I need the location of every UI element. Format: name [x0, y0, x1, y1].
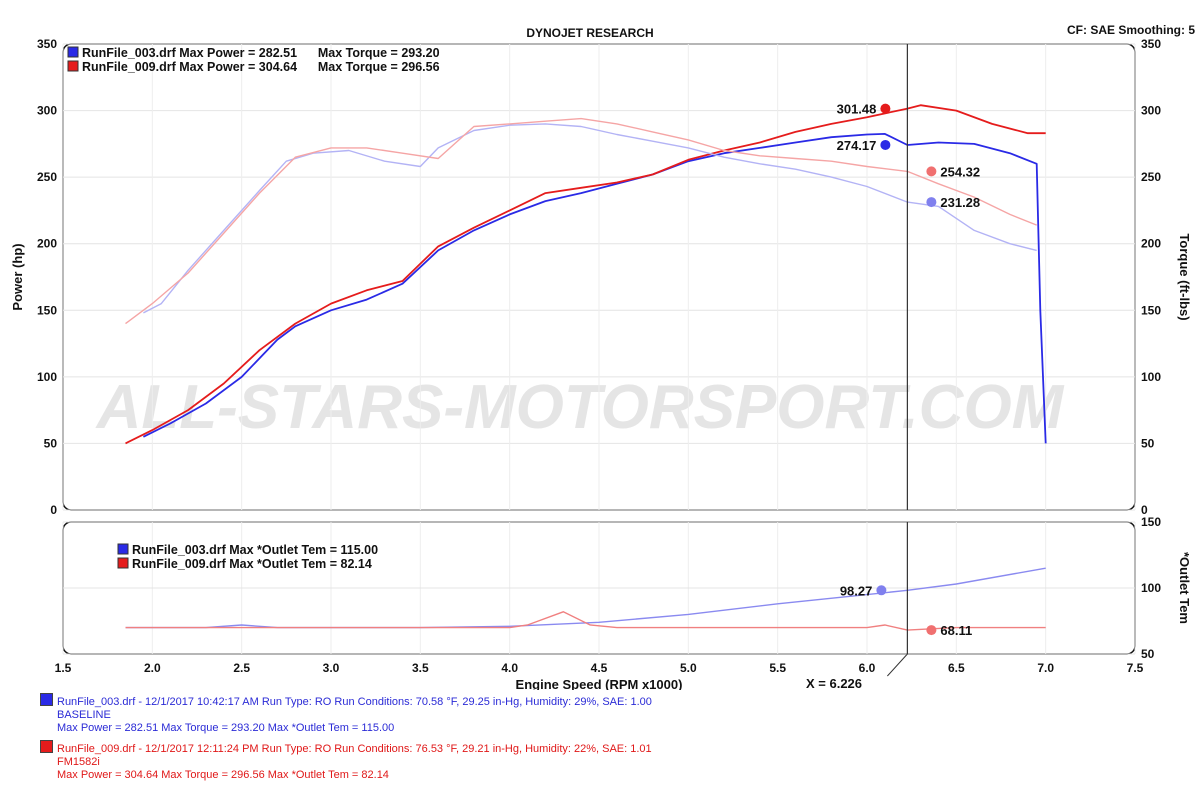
x-tick-label: 2.0 [144, 661, 161, 675]
run1-max-values: Max Power = 282.51 Max Torque = 293.20 M… [57, 722, 395, 734]
run1-swatch [40, 693, 53, 706]
x-tick-label: 4.5 [591, 661, 608, 675]
temp-legend-run2: RunFile_009.drf Max *Outlet Tem = 82.14 [132, 557, 372, 571]
x-tick-label: 6.0 [859, 661, 876, 675]
run2-conditions: RunFile_009.drf - 12/1/2017 12:11:24 PM … [57, 743, 652, 755]
series-line-3 [143, 123, 1037, 314]
x-tick-label: 5.0 [680, 661, 697, 675]
y-tick-label-power: 100 [37, 370, 57, 384]
chart-title: DYNOJET RESEARCH [526, 26, 653, 40]
y-tick-label-torque: 100 [1141, 370, 1161, 384]
run1-label: BASELINE [57, 709, 111, 721]
cursor-marker [926, 197, 937, 208]
x-tick-label: 2.5 [233, 661, 250, 675]
cursor-line[interactable] [887, 44, 908, 677]
cursor-value-label: 231.28 [940, 195, 980, 210]
x-tick-label: 3.0 [323, 661, 340, 675]
y-tick-label-power: 350 [37, 37, 57, 51]
legend-run2: RunFile_009.drf Max Power = 304.64 Max T… [82, 60, 440, 74]
x-axis-label: Engine Speed (RPM x1000) [516, 677, 683, 690]
x-tick-label: 6.5 [948, 661, 965, 675]
series-line-4 [125, 117, 1037, 325]
y-axis-label-power: Power (hp) [10, 243, 25, 310]
temp-series-line-2 [125, 611, 1046, 631]
temp-tick-label: 50 [1141, 647, 1155, 661]
cursor-value-label: 254.32 [940, 164, 980, 179]
main-plot-series: 301.48 274.17 254.32 231.28 [125, 102, 1047, 445]
y-tick-label-power: 300 [37, 104, 57, 118]
temp-cursor-value-label: 68.11 [940, 623, 972, 638]
temp-plot-series: 98.27 68.11 [125, 567, 1046, 638]
y-tick-label-torque: 0 [1141, 503, 1148, 517]
watermark-text: ALL-STARS-MOTORSPORT.COM [95, 373, 1065, 442]
x-tick-label: 5.5 [769, 661, 786, 675]
y-tick-label-power: 50 [44, 436, 58, 450]
y-tick-label-power: 200 [37, 237, 57, 251]
temp-legend-run1-swatch [117, 543, 129, 555]
x-tick-label: 1.5 [55, 661, 72, 675]
run2-label: FM1582i [57, 756, 100, 768]
series-line-2 [125, 104, 1046, 445]
temp-axis-label: *Outlet Tem [1177, 552, 1192, 624]
cursor-value-label: 274.17 [837, 138, 877, 153]
x-tick-label: 4.0 [501, 661, 518, 675]
run2-max-values: Max Power = 304.64 Max Torque = 296.56 M… [57, 769, 389, 781]
y-axis-label-torque: Torque (ft-lbs) [1177, 233, 1192, 320]
run-info-modified: RunFile_009.drf - 12/1/2017 12:11:24 PM … [40, 740, 652, 782]
chart-settings: CF: SAE Smoothing: 5 [1067, 23, 1195, 37]
cursor-marker [880, 139, 891, 150]
y-tick-label-torque: 200 [1141, 237, 1161, 251]
temp-plot-axes: 50 100 150 [1141, 515, 1161, 661]
cursor-marker [926, 166, 937, 177]
temp-plot-grid [62, 521, 1136, 655]
main-plot-axes: 0 50 100 150 200 250 300 350 0 50 100 150 200 250 300 3… [37, 37, 1161, 517]
y-tick-label-power: 0 [50, 503, 57, 517]
y-tick-label-torque: 300 [1141, 104, 1161, 118]
y-tick-label-torque: 250 [1141, 170, 1161, 184]
temp-cursor-marker [876, 585, 887, 596]
temp-legend-run1: RunFile_003.drf Max *Outlet Tem = 115.00 [132, 543, 378, 557]
legend-run1-swatch [67, 46, 79, 58]
y-tick-label-torque: 150 [1141, 303, 1161, 317]
cursor-marker [880, 103, 891, 114]
run1-conditions: RunFile_003.drf - 12/1/2017 10:42:17 AM … [57, 696, 652, 708]
cursor-value-label: 301.48 [837, 102, 877, 117]
y-tick-label-torque: 50 [1141, 436, 1155, 450]
temp-tick-label: 150 [1141, 515, 1161, 529]
dyno-chart: DYNOJET RESEARCH CF: SAE Smoothing: 5 AL… [10, 23, 1195, 690]
cursor-readout: X = 6.226 [806, 676, 862, 690]
temp-cursor-marker [926, 625, 937, 636]
y-tick-label-torque: 350 [1141, 37, 1161, 51]
x-tick-label: 7.0 [1037, 661, 1054, 675]
x-axis-ticks: 1.5 2.0 2.5 3.0 3.5 4.0 4.5 5.0 5.5 6.0 6.5 7.0 7.5 [55, 661, 1144, 675]
temp-tick-label: 100 [1141, 581, 1161, 595]
legend-run1: RunFile_003.drf Max Power = 282.51 Max T… [82, 46, 440, 60]
temp-series-line-1 [125, 567, 1046, 629]
x-tick-label: 7.5 [1127, 661, 1144, 675]
x-tick-label: 3.5 [412, 661, 429, 675]
legend-run2-swatch [67, 60, 79, 72]
temp-cursor-value-label: 98.27 [840, 583, 873, 598]
run-info-baseline: RunFile_003.drf - 12/1/2017 10:42:17 AM … [40, 693, 652, 735]
temp-legend-run2-swatch [117, 557, 129, 569]
cursor-pointer [887, 653, 908, 677]
run2-swatch [40, 740, 53, 753]
y-tick-label-power: 250 [37, 170, 57, 184]
y-tick-label-power: 150 [37, 303, 57, 317]
